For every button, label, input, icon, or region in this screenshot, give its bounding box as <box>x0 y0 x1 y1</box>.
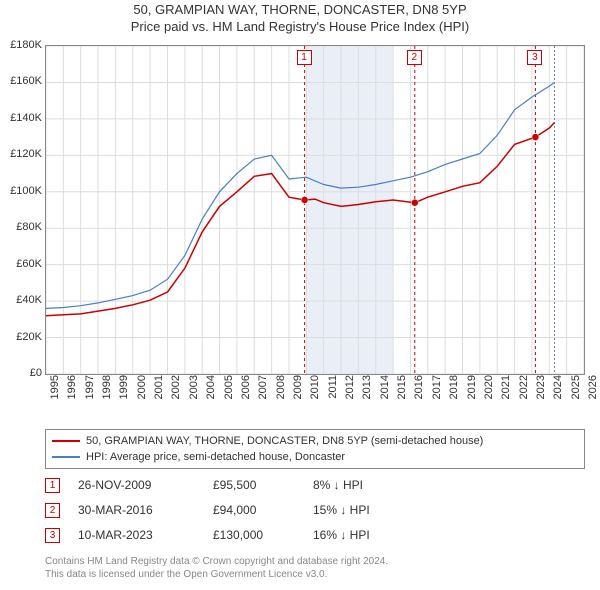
x-tick-label: 1995 <box>49 375 61 410</box>
x-tick-label: 1997 <box>84 375 96 410</box>
event-badge: 1 <box>45 478 60 493</box>
x-tick-label: 1996 <box>66 375 78 410</box>
footer-line-1: Contains HM Land Registry data © Crown c… <box>45 555 388 568</box>
footer-line-2: This data is licensed under the Open Gov… <box>45 568 388 581</box>
x-tick-label: 2013 <box>361 375 373 410</box>
x-tick-label: 2024 <box>552 375 564 410</box>
event-row: 2 30-MAR-2016£94,00015% ↓ HPI <box>45 498 585 523</box>
x-tick-label: 2011 <box>327 375 339 410</box>
x-tick-label: 2009 <box>292 375 304 410</box>
x-tick-label: 2001 <box>153 375 165 410</box>
legend-box: 50, GRAMPIAN WAY, THORNE, DONCASTER, DN8… <box>45 429 585 469</box>
events-table: 1 26-NOV-2009£95,5008% ↓ HPI 2 30-MAR-2016£… <box>45 473 585 548</box>
event-row: 3 10-MAR-2023£130,00016% ↓ HPI <box>45 523 585 548</box>
chart-container: 50, GRAMPIAN WAY, THORNE, DONCASTER, DN8… <box>0 0 600 590</box>
series-hpi <box>46 82 555 308</box>
x-tick-label: 2010 <box>309 375 321 410</box>
y-tick-label: £80K <box>0 221 42 233</box>
x-tick-label: 2012 <box>344 375 356 410</box>
x-tick-label: 2023 <box>535 375 547 410</box>
x-tick-label: 2004 <box>205 375 217 410</box>
legend-row-hpi: HPI: Average price, semi-detached house,… <box>52 449 578 465</box>
x-tick-label: 2008 <box>275 375 287 410</box>
title-line-2: Price paid vs. HM Land Registry's House … <box>0 19 600 34</box>
x-tick-label: 2026 <box>587 375 599 410</box>
plot-event-badge: 2 <box>407 50 422 65</box>
x-tick-label: 2018 <box>448 375 460 410</box>
legend-label-hpi: HPI: Average price, semi-detached house,… <box>86 449 345 465</box>
title-block: 50, GRAMPIAN WAY, THORNE, DONCASTER, DN8… <box>0 2 600 34</box>
x-tick-label: 2007 <box>257 375 269 410</box>
event-price: £95,500 <box>213 473 313 498</box>
x-tick-label: 2015 <box>396 375 408 410</box>
x-tick-label: 2003 <box>188 375 200 410</box>
x-tick-label: 2020 <box>483 375 495 410</box>
x-tick-label: 2014 <box>379 375 391 410</box>
y-tick-label: £180K <box>0 39 42 51</box>
x-tick-label: 2005 <box>223 375 235 410</box>
y-tick-label: £0 <box>0 367 42 379</box>
event-delta: 15% ↓ HPI <box>313 498 433 523</box>
event-date: 26-NOV-2009 <box>78 473 213 498</box>
chart-plot-area <box>45 45 585 375</box>
event-badge: 3 <box>45 528 60 543</box>
event-delta: 16% ↓ HPI <box>313 523 433 548</box>
event-price: £94,000 <box>213 498 313 523</box>
x-tick-label: 2019 <box>466 375 478 410</box>
x-tick-label: 2025 <box>570 375 582 410</box>
x-tick-label: 1999 <box>118 375 130 410</box>
x-tick-label: 2000 <box>136 375 148 410</box>
series-property <box>46 123 555 316</box>
x-tick-label: 2022 <box>518 375 530 410</box>
title-line-1: 50, GRAMPIAN WAY, THORNE, DONCASTER, DN8… <box>0 2 600 17</box>
y-tick-label: £40K <box>0 294 42 306</box>
event-date: 10-MAR-2023 <box>78 523 213 548</box>
x-tick-label: 2002 <box>170 375 182 410</box>
y-tick-label: £120K <box>0 148 42 160</box>
y-tick-label: £20K <box>0 331 42 343</box>
y-tick-label: £60K <box>0 258 42 270</box>
x-tick-label: 1998 <box>101 375 113 410</box>
event-row: 1 26-NOV-2009£95,5008% ↓ HPI <box>45 473 585 498</box>
legend-label-property: 50, GRAMPIAN WAY, THORNE, DONCASTER, DN8… <box>86 433 483 449</box>
chart-svg <box>46 46 584 374</box>
legend-row-property: 50, GRAMPIAN WAY, THORNE, DONCASTER, DN8… <box>52 433 578 449</box>
legend-swatch-property <box>52 440 80 442</box>
event-date: 30-MAR-2016 <box>78 498 213 523</box>
plot-event-badge: 1 <box>297 50 312 65</box>
footer: Contains HM Land Registry data © Crown c… <box>45 555 388 581</box>
plot-event-badge: 3 <box>527 50 542 65</box>
y-tick-label: £160K <box>0 75 42 87</box>
y-tick-label: £100K <box>0 185 42 197</box>
event-delta: 8% ↓ HPI <box>313 473 433 498</box>
x-tick-label: 2016 <box>413 375 425 410</box>
x-tick-label: 2017 <box>431 375 443 410</box>
y-tick-label: £140K <box>0 112 42 124</box>
x-tick-label: 2006 <box>240 375 252 410</box>
legend-swatch-hpi <box>52 456 80 458</box>
event-badge: 2 <box>45 503 60 518</box>
x-tick-label: 2021 <box>500 375 512 410</box>
event-price: £130,000 <box>213 523 313 548</box>
